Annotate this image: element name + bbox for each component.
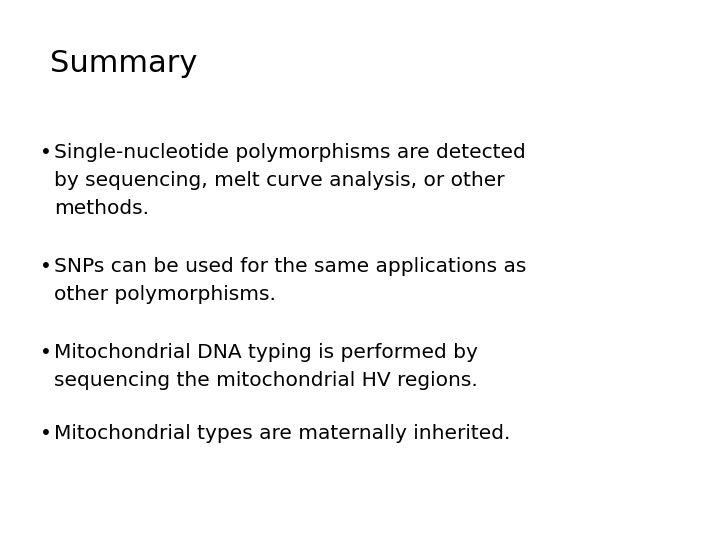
Text: •: •: [40, 424, 51, 443]
Text: sequencing the mitochondrial HV regions.: sequencing the mitochondrial HV regions.: [54, 371, 478, 390]
Text: methods.: methods.: [54, 199, 149, 218]
Text: other polymorphisms.: other polymorphisms.: [54, 285, 276, 303]
Text: Summary: Summary: [50, 49, 198, 78]
Text: Single-nucleotide polymorphisms are detected: Single-nucleotide polymorphisms are dete…: [54, 143, 526, 162]
Text: •: •: [40, 256, 51, 275]
Text: •: •: [40, 343, 51, 362]
Text: •: •: [40, 143, 51, 162]
Text: Mitochondrial DNA typing is performed by: Mitochondrial DNA typing is performed by: [54, 343, 478, 362]
Text: by sequencing, melt curve analysis, or other: by sequencing, melt curve analysis, or o…: [54, 171, 505, 190]
Text: SNPs can be used for the same applications as: SNPs can be used for the same applicatio…: [54, 256, 526, 275]
Text: Mitochondrial types are maternally inherited.: Mitochondrial types are maternally inher…: [54, 424, 510, 443]
